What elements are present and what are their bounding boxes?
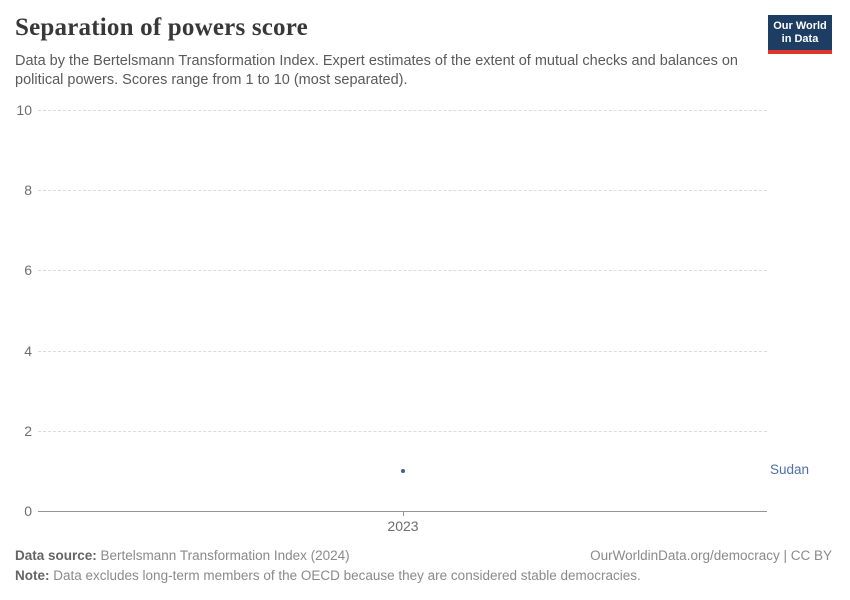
chart-subtitle: Data by the Bertelsmann Transformation I… [15,53,738,88]
footer-source-text: Bertelsmann Transformation Index (2024) [96,548,350,563]
owid-logo-line2: in Data [781,33,819,45]
x-axis-tick-mark [403,511,404,516]
x-axis-tick-label: 2023 [387,518,419,534]
entity-label-sudan[interactable]: Sudan [770,461,810,477]
data-point-sudan[interactable] [400,468,405,473]
footer-note-label: Note: [15,568,50,583]
y-axis-tick-label: 10 [16,102,32,118]
chart-title: Separation of powers score [15,14,308,41]
owid-logo[interactable]: Our World in Data [768,15,832,54]
y-axis-tick-label: 2 [24,423,32,439]
gridline [38,351,767,352]
footer-source: Data source: Bertelsmann Transformation … [15,548,835,563]
footer-source-label: Data source: [15,548,97,563]
gridline [38,110,767,111]
y-axis-tick-label: 8 [24,182,32,198]
footer-citation-link[interactable]: OurWorldinData.org/democracy | CC BY [590,548,832,563]
gridline [38,431,767,432]
footer-note: Note: Data excludes long-term members of… [15,568,835,583]
x-axis-line [38,511,767,512]
y-axis-tick-label: 0 [24,503,32,519]
gridline [38,190,767,191]
owid-logo-line1: Our World [773,20,827,32]
gridline [38,270,767,271]
footer-note-text: Data excludes long-term members of the O… [49,568,641,583]
y-axis-tick-label: 6 [24,262,32,278]
y-axis-tick-label: 4 [24,343,32,359]
